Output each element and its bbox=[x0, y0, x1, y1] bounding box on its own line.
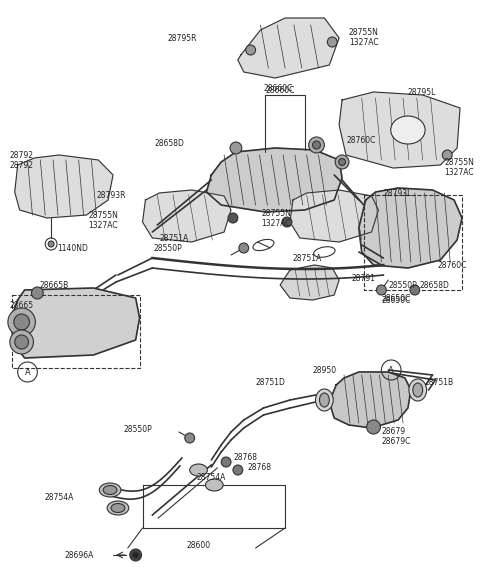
Ellipse shape bbox=[190, 464, 207, 476]
Text: 28751A: 28751A bbox=[159, 234, 189, 242]
Circle shape bbox=[376, 285, 386, 295]
Text: A: A bbox=[24, 367, 30, 376]
Circle shape bbox=[233, 465, 243, 475]
Ellipse shape bbox=[409, 379, 427, 401]
Ellipse shape bbox=[111, 504, 125, 512]
Text: 28760C: 28760C bbox=[346, 136, 375, 144]
Text: 28751A: 28751A bbox=[293, 254, 322, 262]
Text: 28650C: 28650C bbox=[382, 295, 411, 305]
Polygon shape bbox=[10, 288, 140, 358]
Ellipse shape bbox=[315, 389, 333, 411]
Circle shape bbox=[132, 552, 139, 558]
Circle shape bbox=[367, 420, 381, 434]
Polygon shape bbox=[206, 148, 342, 212]
Text: 28754A: 28754A bbox=[197, 474, 226, 483]
Text: 28755N: 28755N bbox=[88, 211, 118, 220]
Text: 28795R: 28795R bbox=[167, 33, 197, 42]
Text: 28755N: 28755N bbox=[261, 208, 291, 218]
Text: 28550P: 28550P bbox=[153, 244, 182, 252]
Text: 28755N: 28755N bbox=[349, 28, 379, 36]
Text: 28950: 28950 bbox=[312, 366, 336, 375]
Text: 1327AC: 1327AC bbox=[444, 167, 474, 177]
Circle shape bbox=[309, 137, 324, 153]
Text: 28754A: 28754A bbox=[44, 494, 74, 502]
Text: 28665B: 28665B bbox=[39, 281, 69, 289]
Text: 1327AC: 1327AC bbox=[349, 38, 379, 46]
Circle shape bbox=[14, 314, 29, 330]
Circle shape bbox=[8, 308, 36, 336]
Circle shape bbox=[338, 158, 346, 166]
Text: 28792: 28792 bbox=[10, 160, 34, 170]
Text: 1327AC: 1327AC bbox=[88, 221, 118, 230]
Text: 28650C: 28650C bbox=[382, 294, 411, 302]
Text: 28665: 28665 bbox=[10, 301, 34, 309]
Polygon shape bbox=[280, 265, 339, 300]
Text: 28600: 28600 bbox=[187, 541, 211, 549]
Text: 28760C: 28760C bbox=[437, 261, 467, 269]
Text: 28795L: 28795L bbox=[408, 87, 436, 96]
Circle shape bbox=[327, 37, 337, 47]
Polygon shape bbox=[290, 190, 378, 242]
Circle shape bbox=[228, 213, 238, 223]
Circle shape bbox=[282, 217, 292, 227]
Ellipse shape bbox=[103, 485, 117, 494]
Text: 28658D: 28658D bbox=[420, 281, 450, 289]
Polygon shape bbox=[15, 155, 113, 218]
Circle shape bbox=[48, 241, 54, 247]
Ellipse shape bbox=[99, 483, 121, 497]
Circle shape bbox=[15, 335, 28, 349]
Text: 28768: 28768 bbox=[248, 464, 272, 473]
Circle shape bbox=[443, 150, 452, 160]
Circle shape bbox=[335, 155, 349, 169]
Text: 28792: 28792 bbox=[10, 150, 34, 160]
Text: A: A bbox=[388, 366, 394, 375]
Text: 28751D: 28751D bbox=[255, 377, 285, 386]
Text: 28793L: 28793L bbox=[384, 188, 412, 197]
Text: 1140ND: 1140ND bbox=[57, 244, 88, 252]
Text: 28793R: 28793R bbox=[96, 191, 126, 200]
Ellipse shape bbox=[320, 393, 329, 407]
Ellipse shape bbox=[107, 501, 129, 515]
Circle shape bbox=[410, 285, 420, 295]
Text: 28660C: 28660C bbox=[265, 86, 295, 95]
Circle shape bbox=[185, 433, 194, 443]
Ellipse shape bbox=[205, 479, 223, 491]
Circle shape bbox=[221, 457, 231, 467]
Text: 28768: 28768 bbox=[234, 454, 258, 463]
Text: 28696A: 28696A bbox=[64, 551, 94, 559]
Polygon shape bbox=[359, 188, 462, 268]
Text: 1327AC: 1327AC bbox=[261, 218, 291, 228]
Text: 28679: 28679 bbox=[382, 427, 406, 437]
Text: 28679C: 28679C bbox=[382, 437, 411, 447]
Text: 28751B: 28751B bbox=[425, 377, 454, 386]
Text: 28791: 28791 bbox=[352, 274, 376, 282]
Text: 28550P: 28550P bbox=[124, 426, 152, 434]
Text: 28658D: 28658D bbox=[155, 139, 185, 147]
Circle shape bbox=[130, 549, 142, 561]
Polygon shape bbox=[339, 92, 460, 168]
Polygon shape bbox=[329, 372, 411, 428]
Circle shape bbox=[32, 287, 43, 299]
Ellipse shape bbox=[391, 116, 425, 144]
Polygon shape bbox=[143, 190, 231, 242]
Circle shape bbox=[239, 243, 249, 253]
Text: 28660C: 28660C bbox=[264, 83, 293, 93]
Text: 28550P: 28550P bbox=[388, 281, 417, 289]
Circle shape bbox=[230, 142, 242, 154]
Circle shape bbox=[246, 45, 255, 55]
Circle shape bbox=[312, 141, 321, 149]
Ellipse shape bbox=[413, 383, 423, 397]
Text: 28755N: 28755N bbox=[444, 157, 474, 167]
Circle shape bbox=[10, 330, 34, 354]
Polygon shape bbox=[238, 18, 339, 78]
